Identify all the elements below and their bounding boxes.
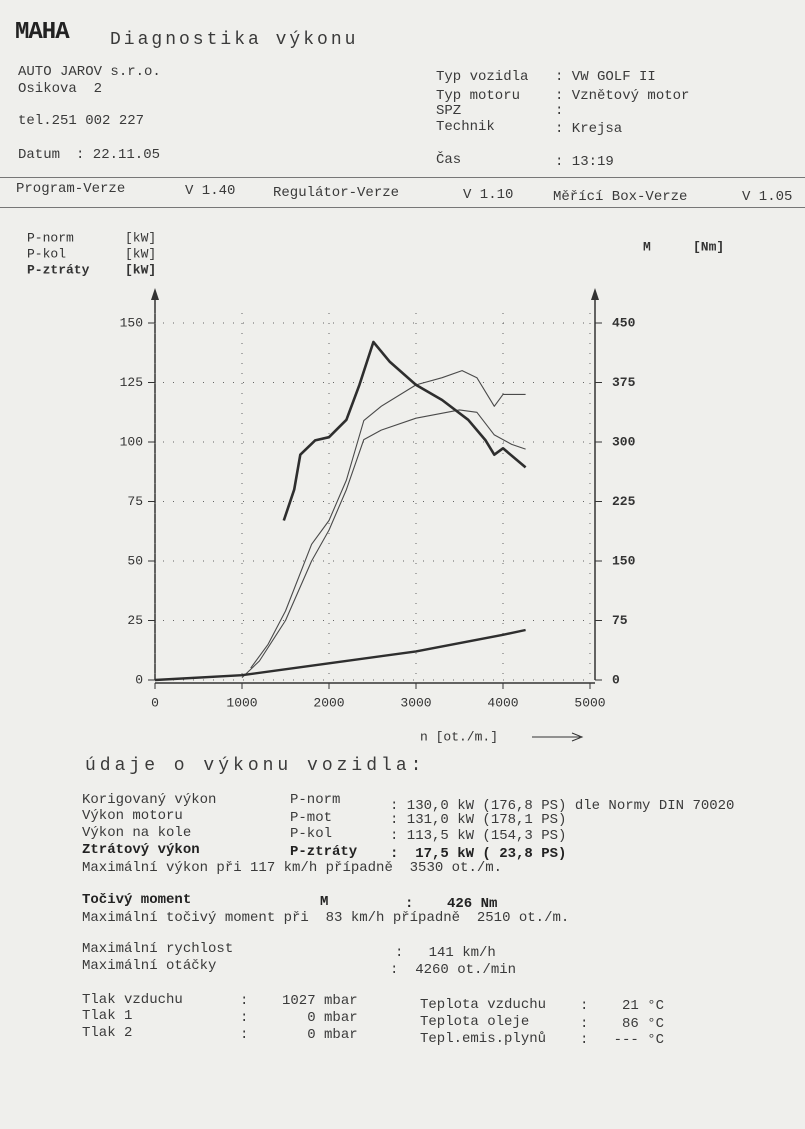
max-value: : 141 km/h <box>395 945 496 961</box>
date-value: : 22.11.05 <box>76 147 161 163</box>
series-line <box>241 409 526 678</box>
y2-tick-label: 75 <box>612 613 628 628</box>
version-value: V 1.10 <box>463 187 514 203</box>
field-value: : VW GOLF II <box>555 69 656 85</box>
series-line <box>282 340 527 521</box>
field-label: Technik <box>436 119 495 135</box>
field-value: : 13:19 <box>555 154 614 170</box>
result-label: Korigovaný výkon <box>82 792 217 808</box>
y-tick-label: 25 <box>127 613 143 628</box>
legend-unit: [kW] <box>125 246 156 261</box>
temperature-label: Teplota oleje <box>420 1014 530 1030</box>
pressure-label: Tlak 1 <box>82 1008 133 1024</box>
version-label: Měřící Box-Verze <box>553 189 688 205</box>
y2-tick-label: 0 <box>612 672 620 687</box>
y-tick-label: 50 <box>127 553 143 568</box>
y-tick-label: 75 <box>127 494 143 509</box>
temperature-value: : 86 °C <box>580 1016 665 1032</box>
pressure-value: : 0 mbar <box>240 1027 358 1043</box>
temperature-value: : --- °C <box>580 1032 665 1048</box>
company-line: tel.251 002 227 <box>18 113 145 129</box>
result-label: Výkon motoru <box>82 808 183 824</box>
result-symbol: P-mot <box>290 810 333 826</box>
version-value: V 1.40 <box>185 183 236 199</box>
date-label: Datum <box>18 147 61 163</box>
result-symbol: P-norm <box>290 792 341 808</box>
temperature-value: : 21 °C <box>580 998 665 1014</box>
pressure-label: Tlak 2 <box>82 1025 133 1041</box>
pressure-value: : 0 mbar <box>240 1010 358 1026</box>
y-tick-label: 125 <box>120 375 143 390</box>
y-tick-label: 0 <box>135 672 143 687</box>
torque-label: Točivý moment <box>82 892 192 908</box>
x-tick-label: 3000 <box>400 695 431 710</box>
legend-name: P-kol <box>27 246 66 261</box>
torque-symbol: M <box>320 894 329 910</box>
results-title: údaje o výkonu vozidla: <box>85 756 426 776</box>
field-label: Typ motoru <box>436 88 521 104</box>
max-label: Maximální otáčky <box>82 958 217 974</box>
chart: 0 25 50 75 100 125 150 0 75 150 225 300 375 450 0 1000 2… <box>27 230 724 744</box>
axis-arrow <box>151 288 159 300</box>
axis-label-arrow-head <box>571 732 584 742</box>
rule <box>0 177 805 178</box>
x-tick-label: 2000 <box>313 695 344 710</box>
legend-name: M <box>643 239 651 254</box>
torque-note: Maximální točivý moment při 83 km/h příp… <box>82 910 570 926</box>
y-tick-label: 100 <box>120 434 143 449</box>
series-line <box>154 628 526 682</box>
company-line: AUTO JAROV s.r.o. <box>18 64 161 80</box>
result-label: Ztrátový výkon <box>82 842 200 858</box>
result-note: Maximální výkon při 117 km/h případně 35… <box>82 860 503 876</box>
pressure-value: : 1027 mbar <box>240 993 358 1009</box>
legend-unit: [Nm] <box>693 239 724 254</box>
legend-unit: [kW] <box>125 262 156 277</box>
result-symbol: P-kol <box>290 826 333 842</box>
logo: MAHA <box>15 19 70 46</box>
field-value: : <box>555 103 564 119</box>
version-value: V 1.05 <box>742 189 793 205</box>
field-label: Čas <box>436 152 462 168</box>
legend-name: P-ztráty <box>27 262 90 277</box>
torque-value: : 426 Nm <box>405 896 498 912</box>
rule <box>0 207 805 208</box>
y2-tick-label: 150 <box>612 553 636 568</box>
title: Diagnostika výkonu <box>110 30 359 50</box>
x-axis-label: n [ot./m.] <box>420 729 498 744</box>
x-tick-label: 1000 <box>226 695 257 710</box>
version-label: Program-Verze <box>16 181 126 197</box>
field-value: : Krejsa <box>555 121 623 137</box>
result-value: : 17,5 kW ( 23,8 PS) <box>390 846 567 862</box>
axis-arrow <box>591 288 599 300</box>
y-tick-label: 150 <box>120 315 143 330</box>
series-line <box>250 370 526 669</box>
y2-tick-label: 225 <box>612 494 636 509</box>
result-symbol: P-ztráty <box>290 844 358 860</box>
y2-tick-label: 300 <box>612 434 636 449</box>
pressure-label: Tlak vzduchu <box>82 992 183 1008</box>
field-value: : Vznětový motor <box>555 88 690 104</box>
x-tick-label: 4000 <box>487 695 518 710</box>
max-label: Maximální rychlost <box>82 941 234 957</box>
x-tick-label: 5000 <box>574 695 605 710</box>
version-label: Regulátor-Verze <box>273 185 400 201</box>
field-label: Typ vozidla <box>436 69 529 85</box>
field-label: SPZ <box>436 103 462 119</box>
temperature-label: Tepl.emis.plynů <box>420 1031 547 1047</box>
temperature-label: Teplota vzduchu <box>420 997 547 1013</box>
legend-name: P-norm <box>27 230 74 245</box>
y2-tick-label: 450 <box>612 315 636 330</box>
max-value: : 4260 ot./min <box>390 962 517 978</box>
x-tick-label: 0 <box>151 695 159 710</box>
result-value: : 131,0 kW (178,1 PS) <box>390 812 567 828</box>
result-value: : 130,0 kW (176,8 PS) dle Normy DIN 7002… <box>390 798 735 814</box>
result-label: Výkon na kole <box>82 825 192 841</box>
company-line: Osikova 2 <box>18 81 103 97</box>
legend-unit: [kW] <box>125 230 156 245</box>
y2-tick-label: 375 <box>612 375 636 390</box>
result-value: : 113,5 kW (154,3 PS) <box>390 828 567 844</box>
